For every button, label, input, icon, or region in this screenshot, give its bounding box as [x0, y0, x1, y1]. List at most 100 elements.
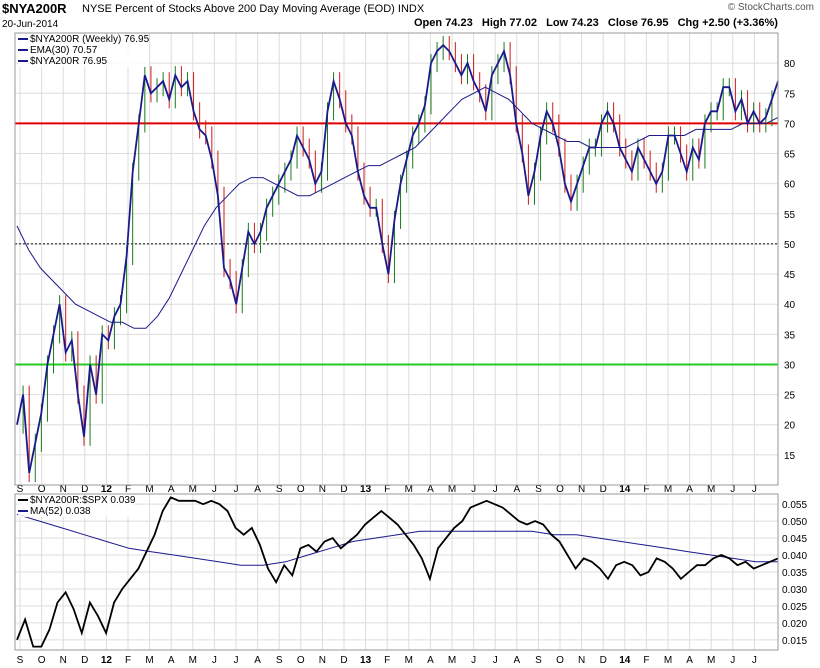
y-tick-label: 65 — [784, 150, 796, 161]
ticker-symbol: $NYA200R — [2, 1, 67, 16]
x-tick-label: J — [234, 484, 239, 495]
x-tick-label: A — [168, 484, 175, 495]
x-tick-label: M — [189, 655, 197, 666]
x-tick-label: S — [535, 484, 542, 495]
x-tick-label: A — [686, 484, 693, 495]
description-text: NYSE Percent of Stocks Above 200 Day Mov… — [82, 3, 395, 15]
x-tick-label: F — [125, 655, 131, 666]
x-tick-label: S — [17, 484, 24, 495]
x-tick-label: N — [60, 655, 67, 666]
y-tick-label: 0.030 — [782, 585, 807, 596]
x-tick-label: J — [234, 655, 239, 666]
close-value: 76.95 — [640, 17, 669, 29]
y-tick-label: 35 — [784, 330, 796, 341]
y-tick-label: 0.035 — [782, 568, 807, 579]
chart-date: 20-Jun-2014 — [2, 19, 59, 30]
main-legend: $NYA200R (Weekly) 76.95 EMA(30) 70.57 $N… — [18, 34, 150, 67]
chg-value: +2.50 (+3.36%) — [702, 17, 778, 29]
y-tick-label: 75 — [784, 89, 796, 100]
legend-swatch — [18, 510, 28, 513]
y-tick-label: 20 — [784, 421, 796, 432]
y-tick-label: 0.050 — [782, 517, 807, 528]
x-tick-label: O — [38, 484, 46, 495]
x-tick-label: J — [493, 655, 498, 666]
x-tick-label: A — [427, 484, 434, 495]
open-value: 74.23 — [445, 17, 473, 29]
x-tick-label: D — [340, 655, 347, 666]
sub-y-axis: 0.015 0.020 0.025 0.030 0.035 0.040 0.045 0.050… — [782, 500, 807, 647]
x-tick-label: 12 — [101, 484, 113, 495]
main-series — [16, 43, 779, 474]
legend-label: $NYA200R (Weekly) 76.95 — [30, 34, 150, 45]
x-tick-label: S — [17, 655, 24, 666]
legend-swatch — [18, 60, 28, 63]
x-tick-label: A — [513, 484, 520, 495]
x-tick-label: 12 — [101, 655, 113, 666]
y-tick-label: 0.045 — [782, 534, 807, 545]
x-tick-label: O — [38, 655, 46, 666]
x-tick-label: 13 — [360, 655, 372, 666]
chart-description: NYSE Percent of Stocks Above 200 Day Mov… — [82, 3, 424, 15]
x-tick-label: M — [145, 655, 153, 666]
x-tick-label: 14 — [619, 484, 631, 495]
y-tick-label: 0.025 — [782, 602, 807, 613]
legend-swatch — [18, 49, 28, 52]
x-tick-label: O — [297, 484, 305, 495]
legend-label: $NYA200R:$SPX 0.039 — [30, 495, 136, 506]
x-tick-label: O — [556, 655, 564, 666]
legend-swatch — [18, 38, 28, 41]
x-tick-label: M — [145, 484, 153, 495]
y-tick-label: 45 — [784, 270, 796, 281]
x-tick-label: O — [556, 484, 564, 495]
x-tick-label: J — [730, 484, 735, 495]
low-value: 74.23 — [571, 17, 599, 29]
open-label: Open — [414, 17, 443, 29]
y-tick-label: 55 — [784, 210, 796, 221]
y-tick-label: 40 — [784, 300, 796, 311]
y-tick-label: 15 — [784, 451, 796, 462]
y-tick-label: 0.015 — [782, 636, 807, 647]
x-tick-label: N — [578, 484, 585, 495]
sub-panel-grid — [15, 494, 778, 650]
x-tick-label: M — [189, 484, 197, 495]
x-tick-label: N — [578, 655, 585, 666]
high-value: 77.02 — [509, 17, 537, 29]
x-tick-label: 14 — [619, 655, 631, 666]
legend-item: MA(52) 0.038 — [18, 506, 135, 517]
x-tick-label: M — [448, 484, 456, 495]
ratio-line — [16, 496, 779, 648]
legend-item: $NYA200R 76.95 — [18, 56, 149, 67]
x-tick-label: M — [707, 655, 715, 666]
x-tick-label: A — [254, 655, 261, 666]
x-tick-label: J — [493, 484, 498, 495]
y-tick-label: 80 — [784, 59, 796, 70]
y-tick-label: 70 — [784, 119, 796, 130]
x-tick-label: F — [643, 655, 649, 666]
x-tick-label: F — [384, 484, 390, 495]
x-tick-label: S — [276, 484, 283, 495]
sub-panel-frame — [14, 493, 779, 651]
main-x-axis: S O N D 12 F M A M J J A S O N D 13 F M A M J J A S O N D 14 F M A M J J — [17, 484, 757, 495]
x-tick-label: N — [319, 484, 326, 495]
x-tick-label: D — [340, 484, 347, 495]
y-tick-label: 50 — [784, 240, 796, 251]
x-tick-label: J — [752, 484, 757, 495]
main-panel-grid — [15, 33, 778, 485]
exchange-label: INDX — [397, 3, 425, 15]
legend-label: EMA(30) 70.57 — [30, 45, 98, 56]
legend-item: EMA(30) 70.57 — [18, 45, 149, 56]
sub-series — [16, 496, 779, 648]
x-tick-label: M — [664, 655, 672, 666]
x-tick-label: D — [600, 655, 607, 666]
x-tick-label: J — [212, 484, 217, 495]
x-tick-label: A — [686, 655, 693, 666]
x-tick-label: J — [752, 655, 757, 666]
x-tick-label: J — [471, 655, 476, 666]
x-tick-label: M — [405, 655, 413, 666]
x-tick-label: D — [600, 484, 607, 495]
x-tick-label: J — [471, 484, 476, 495]
high-label: High — [481, 17, 507, 29]
y-tick-label: 30 — [784, 360, 796, 371]
x-tick-label: M — [707, 484, 715, 495]
